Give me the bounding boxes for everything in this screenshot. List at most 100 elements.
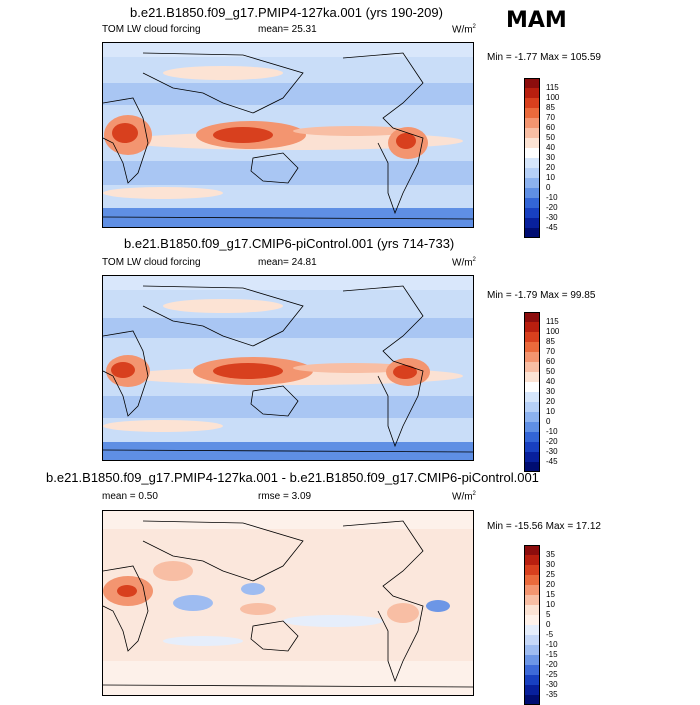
map-3-neutral-band-s: [103, 661, 473, 695]
colorbar-tick-label: 70: [546, 347, 555, 356]
colorbar-swatch: [524, 635, 540, 645]
map-3-pacific-neutral: [283, 615, 383, 627]
colorbar-tick-label: 15: [546, 590, 555, 599]
panel-2-map: [102, 275, 474, 461]
colorbar-swatch: [524, 685, 540, 695]
colorbar-tick-label: -15: [546, 650, 558, 659]
map-1-polar-band-s: [103, 208, 473, 227]
colorbar-swatch: [524, 575, 540, 585]
colorbar-tick-label: 100: [546, 327, 560, 336]
map-3-indian-ocean-negative: [173, 595, 213, 611]
colorbar-swatch: [524, 118, 540, 128]
colorbar-swatch: [524, 605, 540, 615]
map-2-coastline-australia: [250, 385, 299, 417]
colorbar-tick-label: -35: [546, 690, 558, 699]
map-1-subtropic-band-s: [103, 161, 473, 185]
colorbar-tick-label: 115: [546, 317, 559, 326]
colorbar-swatch: [524, 198, 540, 208]
colorbar-swatch: [524, 228, 540, 238]
map-3-amazon-positive: [387, 603, 419, 623]
map-1-warm-pool-core: [213, 127, 273, 143]
colorbar-swatch: [524, 545, 540, 555]
map-2-coastline-africa: [103, 330, 149, 417]
colorbar-swatch: [524, 312, 540, 322]
colorbar-tick-label: 60: [546, 123, 555, 132]
map-2-warm-pool-core: [213, 363, 283, 379]
panel-3-colorbar-labels: 35 30 25 20 15 10 5 0 -5 -10 -15 -20 -25 -30 -35: [546, 550, 558, 700]
colorbar-tick-label: 85: [546, 337, 555, 346]
colorbar-swatch: [524, 422, 540, 432]
panel-1-minmax: Min = -1.77 Max = 105.59: [487, 52, 601, 63]
colorbar-tick-label: 100: [546, 93, 560, 102]
map-1-coastline-asia: [142, 52, 304, 114]
map-1-coastline-africa: [103, 97, 149, 184]
colorbar-swatch: [524, 412, 540, 422]
colorbar-tick-label: -30: [546, 213, 558, 222]
map-3-india-positive: [153, 561, 193, 581]
colorbar-swatch: [524, 392, 540, 402]
map-1-subtropic-band-n: [103, 83, 473, 105]
map-1-africa-core: [112, 123, 138, 143]
colorbar-swatch: [524, 362, 540, 372]
colorbar-tick-label: 5: [546, 610, 551, 619]
map-3-coastline-americas: [342, 520, 424, 683]
map-1-coastline-antarctica: [103, 216, 473, 220]
map-2-coastline-americas: [342, 285, 424, 448]
map-3-atlantic-negative: [426, 600, 450, 612]
colorbar-swatch: [524, 432, 540, 442]
colorbar-swatch: [524, 462, 540, 472]
colorbar-swatch: [524, 188, 540, 198]
map-1-coastline-australia: [250, 152, 299, 184]
colorbar-tick-label: 10: [546, 173, 555, 182]
colorbar-swatch: [524, 128, 540, 138]
map-2-coastline-antarctica: [103, 449, 473, 453]
map-3-africa-positive-core: [117, 585, 137, 597]
map-2-amazon-core: [393, 365, 417, 379]
colorbar-tick-label: 60: [546, 357, 555, 366]
colorbar-swatch: [524, 665, 540, 675]
colorbar-swatch: [524, 78, 540, 88]
colorbar-tick-label: -30: [546, 680, 558, 689]
map-2-pacific-itcz: [293, 363, 413, 373]
map-1-sh-storm: [103, 187, 223, 199]
colorbar-tick-label: 30: [546, 153, 555, 162]
map-3-warm-pool-positive: [240, 603, 276, 615]
panel-3-mean-label: mean = 0.50: [102, 491, 158, 502]
colorbar-swatch: [524, 138, 540, 148]
colorbar-tick-label: -30: [546, 447, 558, 456]
colorbar-swatch: [524, 595, 540, 605]
panel-3-units: W/m2: [452, 491, 476, 503]
colorbar-swatch: [524, 565, 540, 575]
colorbar-swatch: [524, 98, 540, 108]
colorbar-swatch: [524, 168, 540, 178]
panel-3-map: [102, 510, 474, 696]
colorbar-tick-label: -20: [546, 437, 558, 446]
panel-1-title: b.e21.B1850.f09_g17.PMIP4-127ka.001 (yrs…: [130, 5, 443, 20]
colorbar-swatch: [524, 615, 540, 625]
colorbar-swatch: [524, 108, 540, 118]
colorbar-tick-label: -45: [546, 457, 558, 466]
colorbar-tick-label: 30: [546, 560, 555, 569]
map-3-warm-pool-negative: [241, 583, 265, 595]
map-3-coastline-asia: [142, 520, 304, 582]
panel-2-units: W/m2: [452, 257, 476, 269]
map-1-pacific-itcz: [293, 126, 413, 136]
colorbar-swatch: [524, 352, 540, 362]
panel-3-title: b.e21.B1850.f09_g17.PMIP4-127ka.001 - b.…: [46, 470, 539, 485]
colorbar-tick-label: 0: [546, 620, 551, 629]
map-3-coastline-africa: [103, 565, 149, 652]
panel-2-variable-label: TOM LW cloud forcing: [102, 257, 201, 268]
map-2-subtropic-band-s: [103, 396, 473, 418]
colorbar-swatch: [524, 208, 540, 218]
colorbar-swatch: [524, 585, 540, 595]
colorbar-swatch: [524, 402, 540, 412]
panel-3-minmax: Min = -15.56 Max = 17.12: [487, 521, 601, 532]
colorbar-tick-label: 85: [546, 103, 555, 112]
colorbar-swatch: [524, 655, 540, 665]
panel-1-mean-label: mean= 25.31: [258, 24, 317, 35]
colorbar-tick-label: -5: [546, 630, 554, 639]
colorbar-swatch: [524, 625, 540, 635]
colorbar-swatch: [524, 452, 540, 462]
map-2-polar-band-n: [103, 276, 473, 290]
map-1-polar-band-n: [103, 43, 473, 57]
